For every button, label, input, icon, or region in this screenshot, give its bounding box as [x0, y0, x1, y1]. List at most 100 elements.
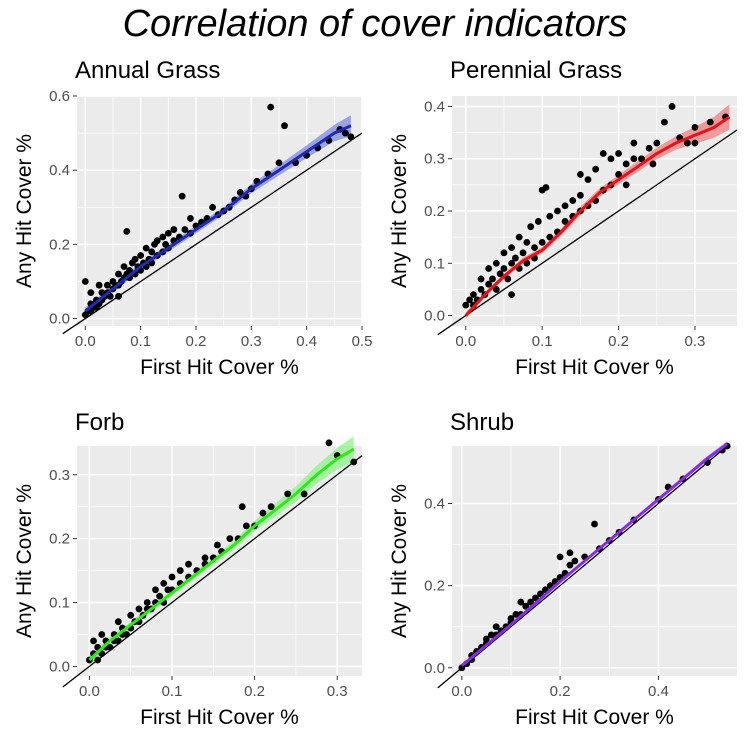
data-point	[267, 103, 275, 111]
identity-line	[62, 132, 363, 335]
x-tick-label: 0.0	[451, 683, 472, 700]
data-point	[691, 139, 699, 147]
data-point	[90, 637, 97, 645]
x-tick-label: 0.3	[685, 333, 706, 350]
data-point	[115, 292, 122, 300]
data-point	[159, 233, 167, 241]
data-point	[114, 618, 122, 626]
data-point	[508, 244, 515, 251]
y-axis-label: Any Hit Cover %	[388, 484, 411, 638]
data-point	[94, 656, 102, 664]
data-point	[508, 291, 515, 299]
y-axis-label: Any Hit Cover %	[13, 484, 36, 638]
data-point	[127, 611, 135, 619]
data-point	[482, 635, 490, 643]
y-tick-label: 0.3	[49, 467, 70, 484]
one-to-one-line	[437, 129, 738, 336]
data-point	[485, 265, 493, 272]
data-point	[226, 535, 234, 543]
fit-line	[88, 447, 355, 662]
data-point	[546, 212, 554, 220]
data-point	[492, 259, 500, 267]
data-point	[347, 133, 355, 141]
data-point	[325, 439, 333, 447]
data-point	[187, 215, 194, 222]
data-point	[622, 181, 630, 189]
panel-title: Forb	[75, 409, 124, 436]
y-tick-label: 0.6	[49, 88, 70, 105]
identity-line	[437, 129, 738, 336]
data-point	[504, 275, 512, 283]
data-point	[462, 301, 470, 309]
data-point	[153, 237, 161, 245]
data-point	[500, 249, 508, 257]
fit-line	[84, 124, 352, 313]
data-point	[284, 490, 292, 498]
data-point	[466, 296, 473, 304]
data-point	[645, 144, 653, 152]
confidence-ribbon	[465, 104, 730, 319]
one-to-one-line	[62, 132, 363, 335]
data-point	[517, 598, 525, 606]
data-point	[507, 615, 515, 622]
data-point	[523, 238, 531, 246]
data-point	[566, 549, 574, 557]
data-point	[160, 579, 168, 587]
data-point	[661, 118, 668, 126]
x-axis-label: First Hit Cover %	[515, 356, 674, 379]
data-point	[135, 605, 143, 613]
y-tick-label: 0.0	[424, 308, 445, 325]
data-point	[106, 643, 114, 651]
data-point	[538, 238, 546, 246]
plot-background	[452, 446, 737, 676]
y-tick-label: 0.0	[49, 658, 70, 675]
fit-curve	[460, 442, 729, 667]
data-point	[477, 275, 485, 283]
tick-labels: 0.0 0.1 0.2 0.3 0.4 0.5 0.0 0.2 0.4 0.6	[49, 88, 372, 350]
data-point	[214, 541, 221, 549]
y-tick-label: 0.2	[49, 531, 70, 548]
x-tick-label: 0.0	[79, 683, 100, 700]
data-point	[115, 270, 122, 278]
data-point	[489, 275, 496, 283]
x-tick-label: 0.0	[75, 333, 96, 350]
data-point	[469, 291, 477, 299]
data-point	[148, 248, 156, 256]
x-tick-label: 0.4	[648, 683, 669, 700]
one-to-one-line	[437, 445, 728, 689]
tick-labels: 0.0 0.1 0.2 0.3 0.0 0.1 0.2 0.3	[49, 467, 348, 700]
data-point	[576, 191, 584, 199]
data-point	[242, 522, 250, 530]
data-point	[630, 155, 638, 163]
data-point	[668, 103, 676, 110]
data-point	[638, 155, 645, 163]
panel-shrub: Shrub 0.0 0.2 0.4 0.0 0.2 0.4 First Hit Cover…	[375, 398, 750, 748]
data-point	[599, 150, 607, 157]
fit-curve	[464, 115, 731, 317]
data-point	[164, 229, 172, 237]
data-point	[500, 265, 508, 272]
data-point	[706, 118, 714, 126]
y-tick-label: 0.0	[49, 311, 70, 328]
x-tick-label: 0.2	[608, 333, 629, 350]
x-tick-label: 0.3	[327, 683, 348, 700]
y-tick-label: 0.4	[424, 98, 445, 115]
grid-lines	[77, 446, 362, 676]
panel-title: Shrub	[450, 409, 514, 436]
data-point	[275, 159, 283, 167]
data-point	[341, 129, 349, 137]
data-point	[591, 520, 598, 528]
y-tick-label: 0.4	[424, 496, 445, 513]
data-point	[527, 223, 535, 231]
data-point	[566, 561, 574, 569]
y-tick-label: 0.2	[424, 578, 445, 595]
data-point	[350, 458, 358, 466]
data-point	[534, 218, 542, 225]
y-tick-label: 0.3	[424, 151, 445, 168]
data-point	[477, 286, 485, 293]
data-point	[267, 503, 275, 511]
data-point	[143, 599, 151, 606]
panel-forb: Forb 0.0 0.1 0.2 0.3 0.0 0.1 0.2 0.3 First Hit …	[0, 398, 375, 748]
data-point	[615, 150, 622, 157]
data-point	[496, 270, 504, 278]
